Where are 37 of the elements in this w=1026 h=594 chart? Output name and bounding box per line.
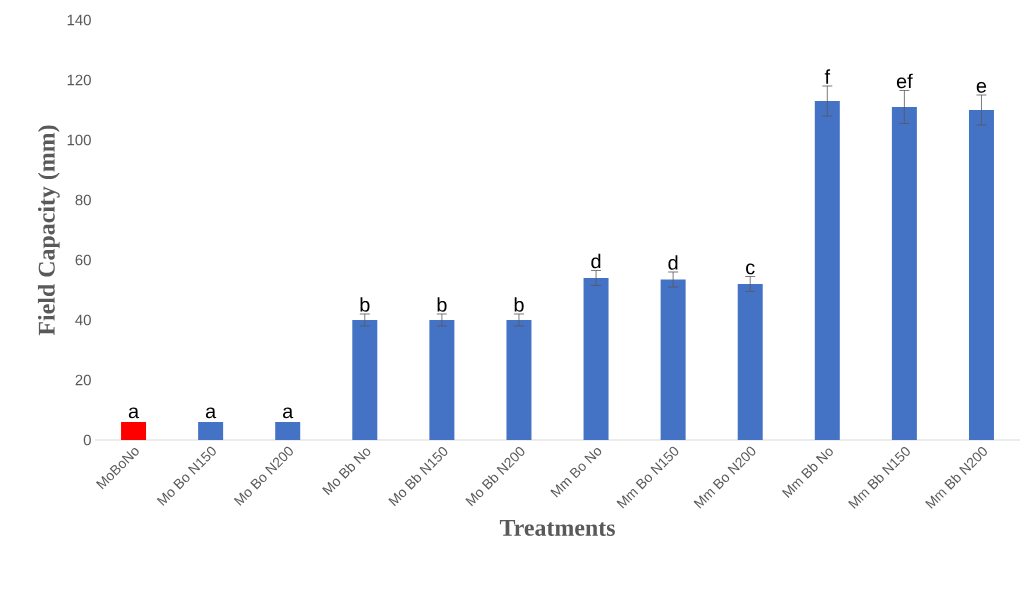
y-tick-label: 20 bbox=[75, 374, 91, 386]
x-tick-label: Mo Bb No bbox=[322, 448, 371, 496]
bar bbox=[660, 279, 686, 440]
annotation: a bbox=[128, 407, 140, 419]
bar bbox=[737, 284, 763, 440]
bar bbox=[352, 320, 378, 440]
bar bbox=[121, 422, 147, 440]
bar bbox=[583, 278, 609, 440]
annotation: a bbox=[283, 407, 294, 419]
x-tick-label: Mm Bb No bbox=[781, 448, 833, 498]
annotation: e bbox=[976, 81, 987, 93]
x-axis-title: Treatments bbox=[499, 519, 615, 536]
bar bbox=[429, 320, 455, 440]
annotation: b bbox=[360, 297, 370, 312]
annotation: b bbox=[437, 297, 447, 312]
y-tick-label: 40 bbox=[75, 314, 91, 326]
y-tick-label: 0 bbox=[83, 434, 91, 446]
annotation: f bbox=[824, 69, 831, 84]
annotation: c bbox=[746, 263, 755, 275]
annotation: ef bbox=[896, 73, 913, 89]
y-tick-label: 100 bbox=[67, 134, 91, 146]
y-tick-label: 120 bbox=[67, 74, 91, 86]
bar bbox=[814, 101, 840, 440]
bar bbox=[275, 422, 301, 440]
y-tick-label: 60 bbox=[75, 254, 91, 266]
bar bbox=[198, 422, 224, 440]
bar bbox=[506, 320, 532, 440]
x-tick-label: Mm Bo No bbox=[550, 448, 602, 498]
annotation: b bbox=[514, 297, 524, 312]
y-tick-label: 80 bbox=[75, 194, 91, 206]
annotation: d bbox=[668, 255, 678, 270]
bar bbox=[891, 107, 917, 440]
annotation: a bbox=[205, 407, 217, 419]
bar bbox=[968, 110, 994, 440]
y-axis-title: Field Capacity (mm) bbox=[37, 125, 60, 336]
y-tick-label: 140 bbox=[67, 14, 91, 26]
annotation: d bbox=[591, 253, 601, 269]
